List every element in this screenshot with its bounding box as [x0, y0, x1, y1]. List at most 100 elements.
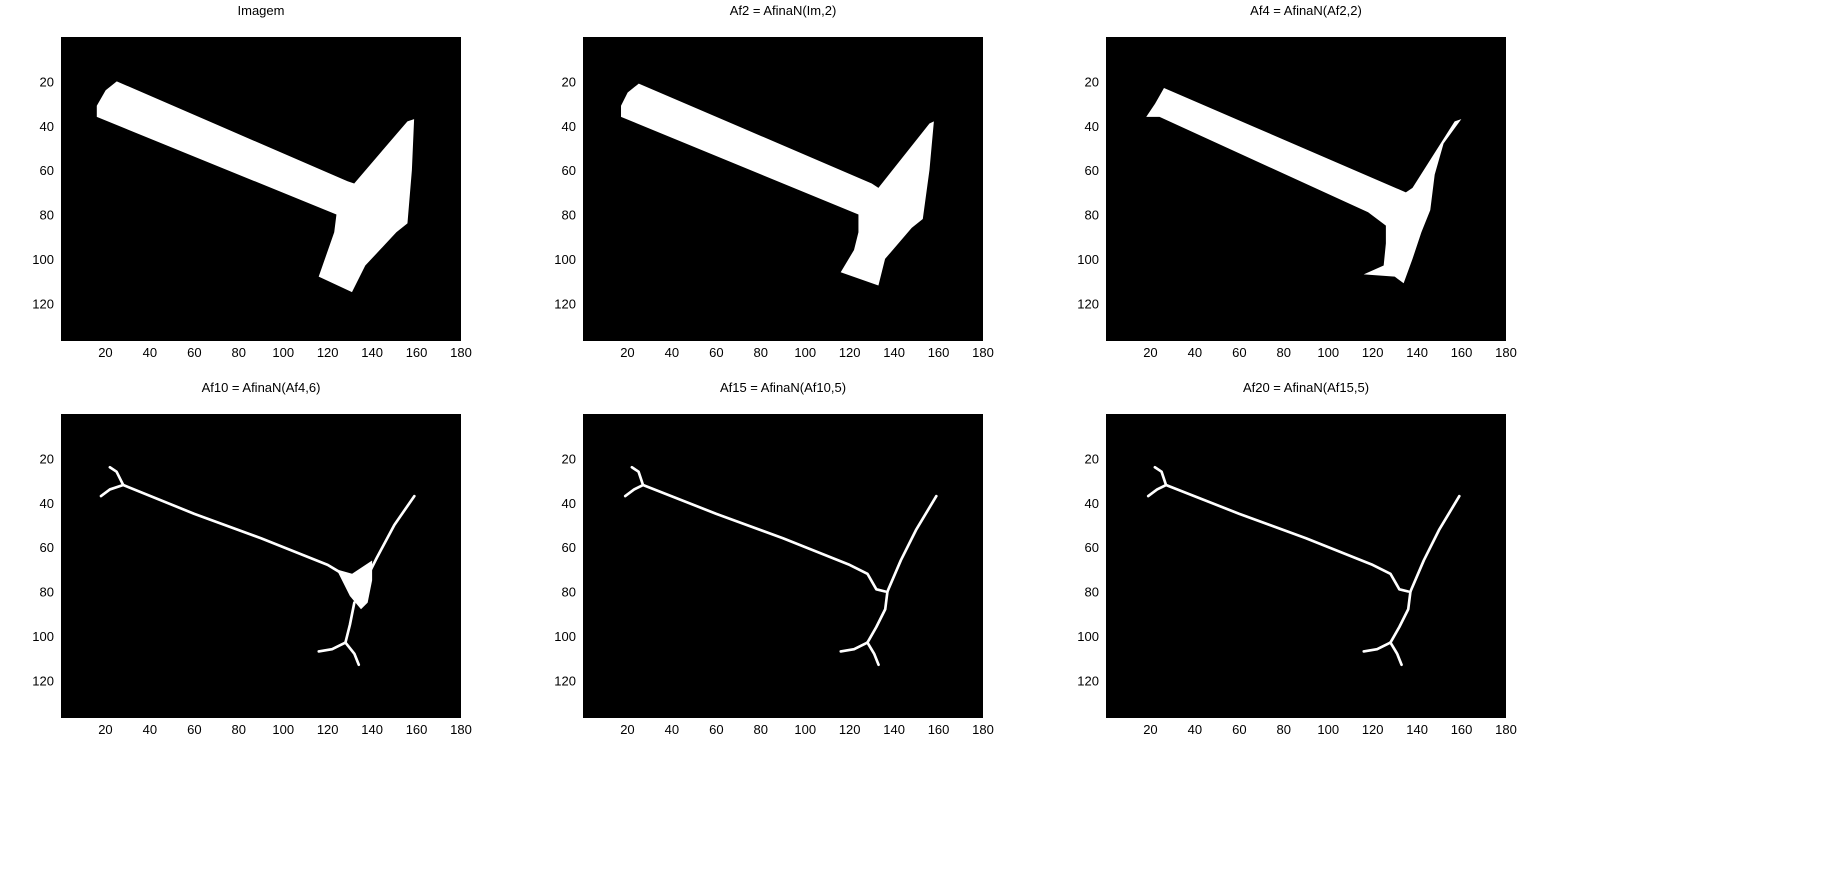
image-area — [1106, 414, 1506, 718]
x-axis-ticks: 20 40 60 80 100 120 140 160 180 — [620, 345, 994, 360]
y-axis-ticks: 20 40 60 80 100 120 — [1077, 74, 1099, 311]
x-tick-label: 180 — [450, 345, 472, 360]
x-tick-label: 160 — [406, 722, 428, 737]
x-tick-label: 180 — [972, 722, 994, 737]
x-tick-label: 40 — [143, 345, 157, 360]
y-axis-ticks: 20 40 60 80 100 120 — [32, 451, 54, 688]
y-tick-label: 100 — [1077, 629, 1099, 644]
x-tick-label: 60 — [1232, 345, 1246, 360]
y-tick-label: 20 — [40, 74, 54, 89]
x-tick-label: 40 — [665, 345, 679, 360]
y-tick-label: 40 — [562, 119, 576, 134]
y-tick-label: 20 — [1085, 451, 1099, 466]
y-tick-label: 100 — [554, 629, 576, 644]
x-tick-label: 80 — [1277, 345, 1291, 360]
x-tick-label: 80 — [1277, 722, 1291, 737]
x-tick-label: 40 — [1188, 722, 1202, 737]
x-axis-ticks: 20 40 60 80 100 120 140 160 180 — [620, 722, 994, 737]
x-tick-label: 120 — [839, 345, 861, 360]
x-tick-label: 140 — [361, 345, 383, 360]
image-area — [1106, 37, 1506, 341]
panel-title: Af2 = AfinaN(Im,2) — [730, 3, 837, 18]
x-tick-label: 60 — [709, 722, 723, 737]
y-tick-label: 80 — [1085, 585, 1099, 600]
x-axis-ticks: 20 40 60 80 100 120 140 160 180 — [1143, 722, 1517, 737]
panel-title: Af15 = AfinaN(Af10,5) — [720, 380, 846, 395]
x-tick-label: 120 — [317, 722, 339, 737]
x-tick-label: 160 — [1451, 345, 1473, 360]
y-tick-label: 40 — [1085, 496, 1099, 511]
x-tick-label: 100 — [794, 722, 816, 737]
x-tick-label: 120 — [1362, 722, 1384, 737]
y-tick-label: 100 — [32, 252, 54, 267]
y-tick-label: 80 — [40, 208, 54, 223]
x-tick-label: 20 — [98, 722, 112, 737]
x-tick-label: 120 — [317, 345, 339, 360]
x-tick-label: 180 — [450, 722, 472, 737]
panel-af15: Af15 = AfinaN(Af10,5) 20 40 60 80 100 120 140 1… — [554, 380, 994, 737]
x-tick-label: 100 — [272, 345, 294, 360]
x-tick-label: 140 — [1406, 345, 1428, 360]
y-tick-label: 60 — [40, 540, 54, 555]
image-area — [583, 414, 983, 718]
x-tick-label: 180 — [1495, 722, 1517, 737]
x-tick-label: 140 — [883, 722, 905, 737]
y-axis-ticks: 20 40 60 80 100 120 — [32, 74, 54, 311]
panel-af20: Af20 = AfinaN(Af15,5) 20 40 60 80 100 120 140 1… — [1077, 380, 1517, 737]
panel-af2: Af2 = AfinaN(Im,2) 20 40 60 80 100 120 140 160 1… — [554, 3, 994, 360]
y-tick-label: 80 — [40, 585, 54, 600]
panel-title: Imagem — [238, 3, 285, 18]
y-tick-label: 120 — [554, 673, 576, 688]
x-tick-label: 60 — [187, 345, 201, 360]
y-tick-label: 120 — [1077, 673, 1099, 688]
x-tick-label: 140 — [361, 722, 383, 737]
x-tick-label: 40 — [1188, 345, 1202, 360]
y-tick-label: 80 — [1085, 208, 1099, 223]
x-tick-label: 20 — [620, 345, 634, 360]
y-tick-label: 60 — [562, 540, 576, 555]
x-tick-label: 180 — [972, 345, 994, 360]
x-tick-label: 80 — [754, 345, 768, 360]
x-tick-label: 60 — [709, 345, 723, 360]
y-tick-label: 120 — [32, 296, 54, 311]
y-tick-label: 120 — [32, 673, 54, 688]
y-tick-label: 40 — [1085, 119, 1099, 134]
x-tick-label: 100 — [1317, 722, 1339, 737]
x-tick-label: 80 — [754, 722, 768, 737]
y-axis-ticks: 20 40 60 80 100 120 — [554, 74, 576, 311]
y-axis-ticks: 20 40 60 80 100 120 — [1077, 451, 1099, 688]
x-axis-ticks: 20 40 60 80 100 120 140 160 180 — [98, 345, 472, 360]
x-tick-label: 20 — [1143, 345, 1157, 360]
y-tick-label: 100 — [1077, 252, 1099, 267]
y-tick-label: 60 — [1085, 163, 1099, 178]
y-tick-label: 120 — [1077, 296, 1099, 311]
y-axis-ticks: 20 40 60 80 100 120 — [554, 451, 576, 688]
y-tick-label: 60 — [1085, 540, 1099, 555]
x-tick-label: 120 — [839, 722, 861, 737]
x-axis-ticks: 20 40 60 80 100 120 140 160 180 — [98, 722, 472, 737]
panel-imagem: Imagem 20 40 60 80 100 120 140 160 180 20 40 60 80 1… — [32, 3, 472, 360]
panel-title: Af4 = AfinaN(Af2,2) — [1250, 3, 1362, 18]
x-tick-label: 100 — [794, 345, 816, 360]
y-tick-label: 120 — [554, 296, 576, 311]
panel-title: Af10 = AfinaN(Af4,6) — [202, 380, 321, 395]
panel-af4: Af4 = AfinaN(Af2,2) 20 40 60 80 100 120 140 160… — [1077, 3, 1517, 360]
x-tick-label: 60 — [1232, 722, 1246, 737]
y-tick-label: 20 — [40, 451, 54, 466]
x-tick-label: 20 — [620, 722, 634, 737]
panel-title: Af20 = AfinaN(Af15,5) — [1243, 380, 1369, 395]
x-tick-label: 160 — [406, 345, 428, 360]
panel-af10: Af10 = AfinaN(Af4,6) 20 40 60 80 100 120 140 16… — [32, 380, 472, 737]
x-tick-label: 140 — [883, 345, 905, 360]
x-tick-label: 80 — [232, 345, 246, 360]
x-tick-label: 180 — [1495, 345, 1517, 360]
x-tick-label: 160 — [928, 722, 950, 737]
x-tick-label: 20 — [98, 345, 112, 360]
x-tick-label: 20 — [1143, 722, 1157, 737]
y-tick-label: 20 — [562, 451, 576, 466]
y-tick-label: 60 — [562, 163, 576, 178]
y-tick-label: 40 — [40, 119, 54, 134]
y-tick-label: 40 — [562, 496, 576, 511]
y-tick-label: 80 — [562, 585, 576, 600]
